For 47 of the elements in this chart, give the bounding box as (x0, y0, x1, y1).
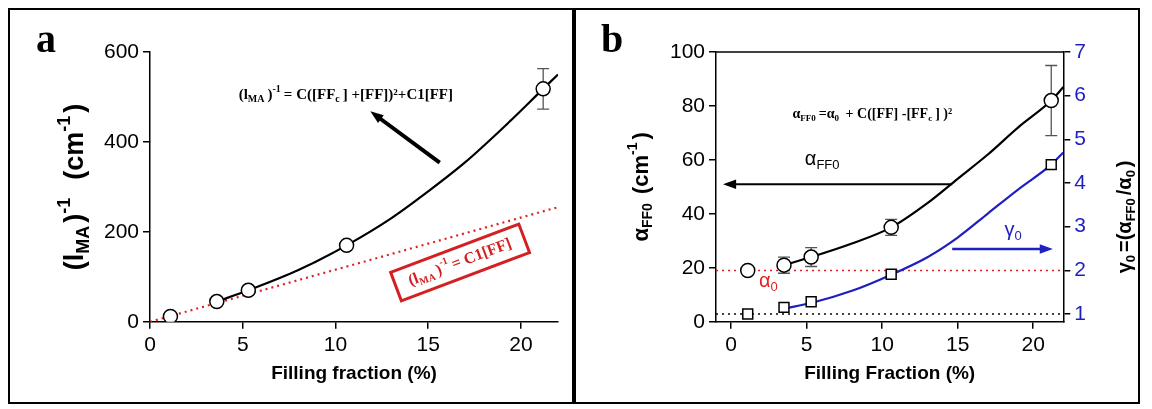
point (1045, 158, 1057, 171)
y2-tick-label: 3 (1074, 213, 1087, 237)
y2-tick-label: 5 (1074, 126, 1087, 150)
point (740, 262, 756, 279)
x-axis-title: Filling Fraction (%) (804, 362, 976, 384)
point (885, 268, 897, 280)
x-tick-label: 15 (945, 332, 970, 356)
x-tick-label: 10 (323, 332, 348, 356)
y-tick-label: 200 (103, 218, 140, 242)
y-axis-title: (lMA)-1 (cm-1) (54, 103, 94, 271)
y-tick-label: 400 (103, 128, 140, 152)
chart-title: a (36, 16, 56, 62)
point (1043, 92, 1059, 109)
y-tick-label: 0 (693, 308, 706, 332)
point (535, 81, 551, 97)
x-tick-label: 20 (1021, 332, 1045, 356)
chart-title: b (600, 16, 624, 62)
y-tick-label: 20 (681, 254, 706, 278)
x-tick-label: 5 (800, 332, 813, 356)
point (338, 237, 355, 254)
y-tick-label: 80 (681, 92, 706, 116)
y2-tick-label: 6 (1074, 82, 1087, 106)
y-tick-label: 40 (681, 200, 706, 224)
x-tick-label: 20 (509, 332, 533, 356)
x-tick-label: 10 (870, 332, 894, 356)
point (778, 301, 790, 314)
x-tick-label: 5 (236, 332, 249, 356)
y2-tick-label: 7 (1074, 38, 1087, 62)
y2-axis-title: γ0=(αFF0/α0) (1112, 160, 1138, 274)
y2-tick-label: 4 (1074, 169, 1087, 193)
point (805, 296, 817, 308)
y-tick-label: 60 (681, 146, 706, 170)
point (209, 293, 225, 310)
y-tick-label: 600 (103, 38, 140, 62)
x-tick-label: 0 (144, 332, 156, 356)
x-axis-title: Filling fraction (%) (271, 362, 437, 384)
point (162, 308, 179, 322)
y2-tick-label: 2 (1074, 257, 1087, 281)
x-tick-label: 0 (725, 332, 737, 356)
point (240, 282, 257, 299)
y-axis-title: αFF0 (cm-1) (624, 132, 656, 242)
annotation: (lMA)-1= C1[FF] (405, 234, 514, 290)
y2-tick-label: 1 (1074, 300, 1087, 324)
y-tick-label: 0 (127, 308, 140, 332)
point (742, 308, 754, 320)
y-tick-label: 100 (669, 38, 706, 62)
x-tick-label: 15 (416, 332, 440, 356)
